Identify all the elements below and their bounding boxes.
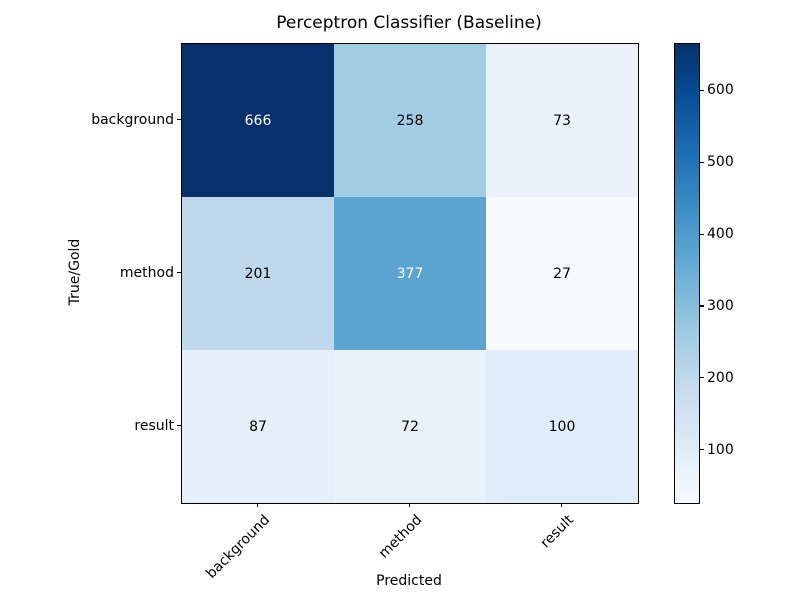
y-tick-mark xyxy=(177,119,181,121)
heatmap-cell: 201 xyxy=(182,197,334,350)
x-tick-mark xyxy=(560,503,562,507)
colorbar-tick-label: 100 xyxy=(707,441,734,458)
colorbar-tick-label: 300 xyxy=(707,297,734,314)
colorbar-tick-label: 600 xyxy=(707,82,734,99)
y-tick-label: background xyxy=(91,111,174,128)
heatmap-cell: 666 xyxy=(182,44,334,197)
heatmap-axes: 666 258 73 201 377 27 87 72 100 xyxy=(181,43,639,504)
heatmap-cell: 87 xyxy=(182,350,334,503)
heatmap-grid: 666 258 73 201 377 27 87 72 100 xyxy=(182,44,638,503)
colorbar xyxy=(674,43,700,504)
colorbar-tick-mark xyxy=(700,89,704,92)
heatmap-cell: 73 xyxy=(486,44,638,197)
chart-title: Perceptron Classifier (Baseline) xyxy=(276,13,542,33)
x-tick-label: method xyxy=(375,512,426,562)
x-tick-label: background xyxy=(203,512,274,582)
colorbar-tick-mark xyxy=(700,449,704,451)
y-tick-label: result xyxy=(134,417,174,434)
colorbar-tick-mark xyxy=(700,161,704,163)
x-tick-label: result xyxy=(537,512,578,552)
colorbar-tick-label: 500 xyxy=(707,154,734,171)
y-tick-mark xyxy=(177,425,181,427)
x-tick-mark xyxy=(408,503,410,507)
heatmap-cell: 258 xyxy=(334,44,486,197)
colorbar-tick-label: 400 xyxy=(707,226,734,243)
colorbar-tick-mark xyxy=(700,305,704,307)
heatmap-cell: 100 xyxy=(486,350,638,503)
y-axis-label: True/Gold xyxy=(67,238,83,306)
colorbar-tick-mark xyxy=(700,233,704,235)
heatmap-cell: 72 xyxy=(334,350,486,503)
x-axis-label: Predicted xyxy=(376,573,442,589)
x-tick-mark xyxy=(256,503,258,507)
y-tick-label: method xyxy=(119,264,174,281)
heatmap-cell: 27 xyxy=(486,197,638,350)
y-tick-mark xyxy=(177,272,181,274)
colorbar-tick-mark xyxy=(700,377,704,379)
heatmap-cell: 377 xyxy=(334,197,486,350)
colorbar-tick-label: 200 xyxy=(707,369,734,386)
